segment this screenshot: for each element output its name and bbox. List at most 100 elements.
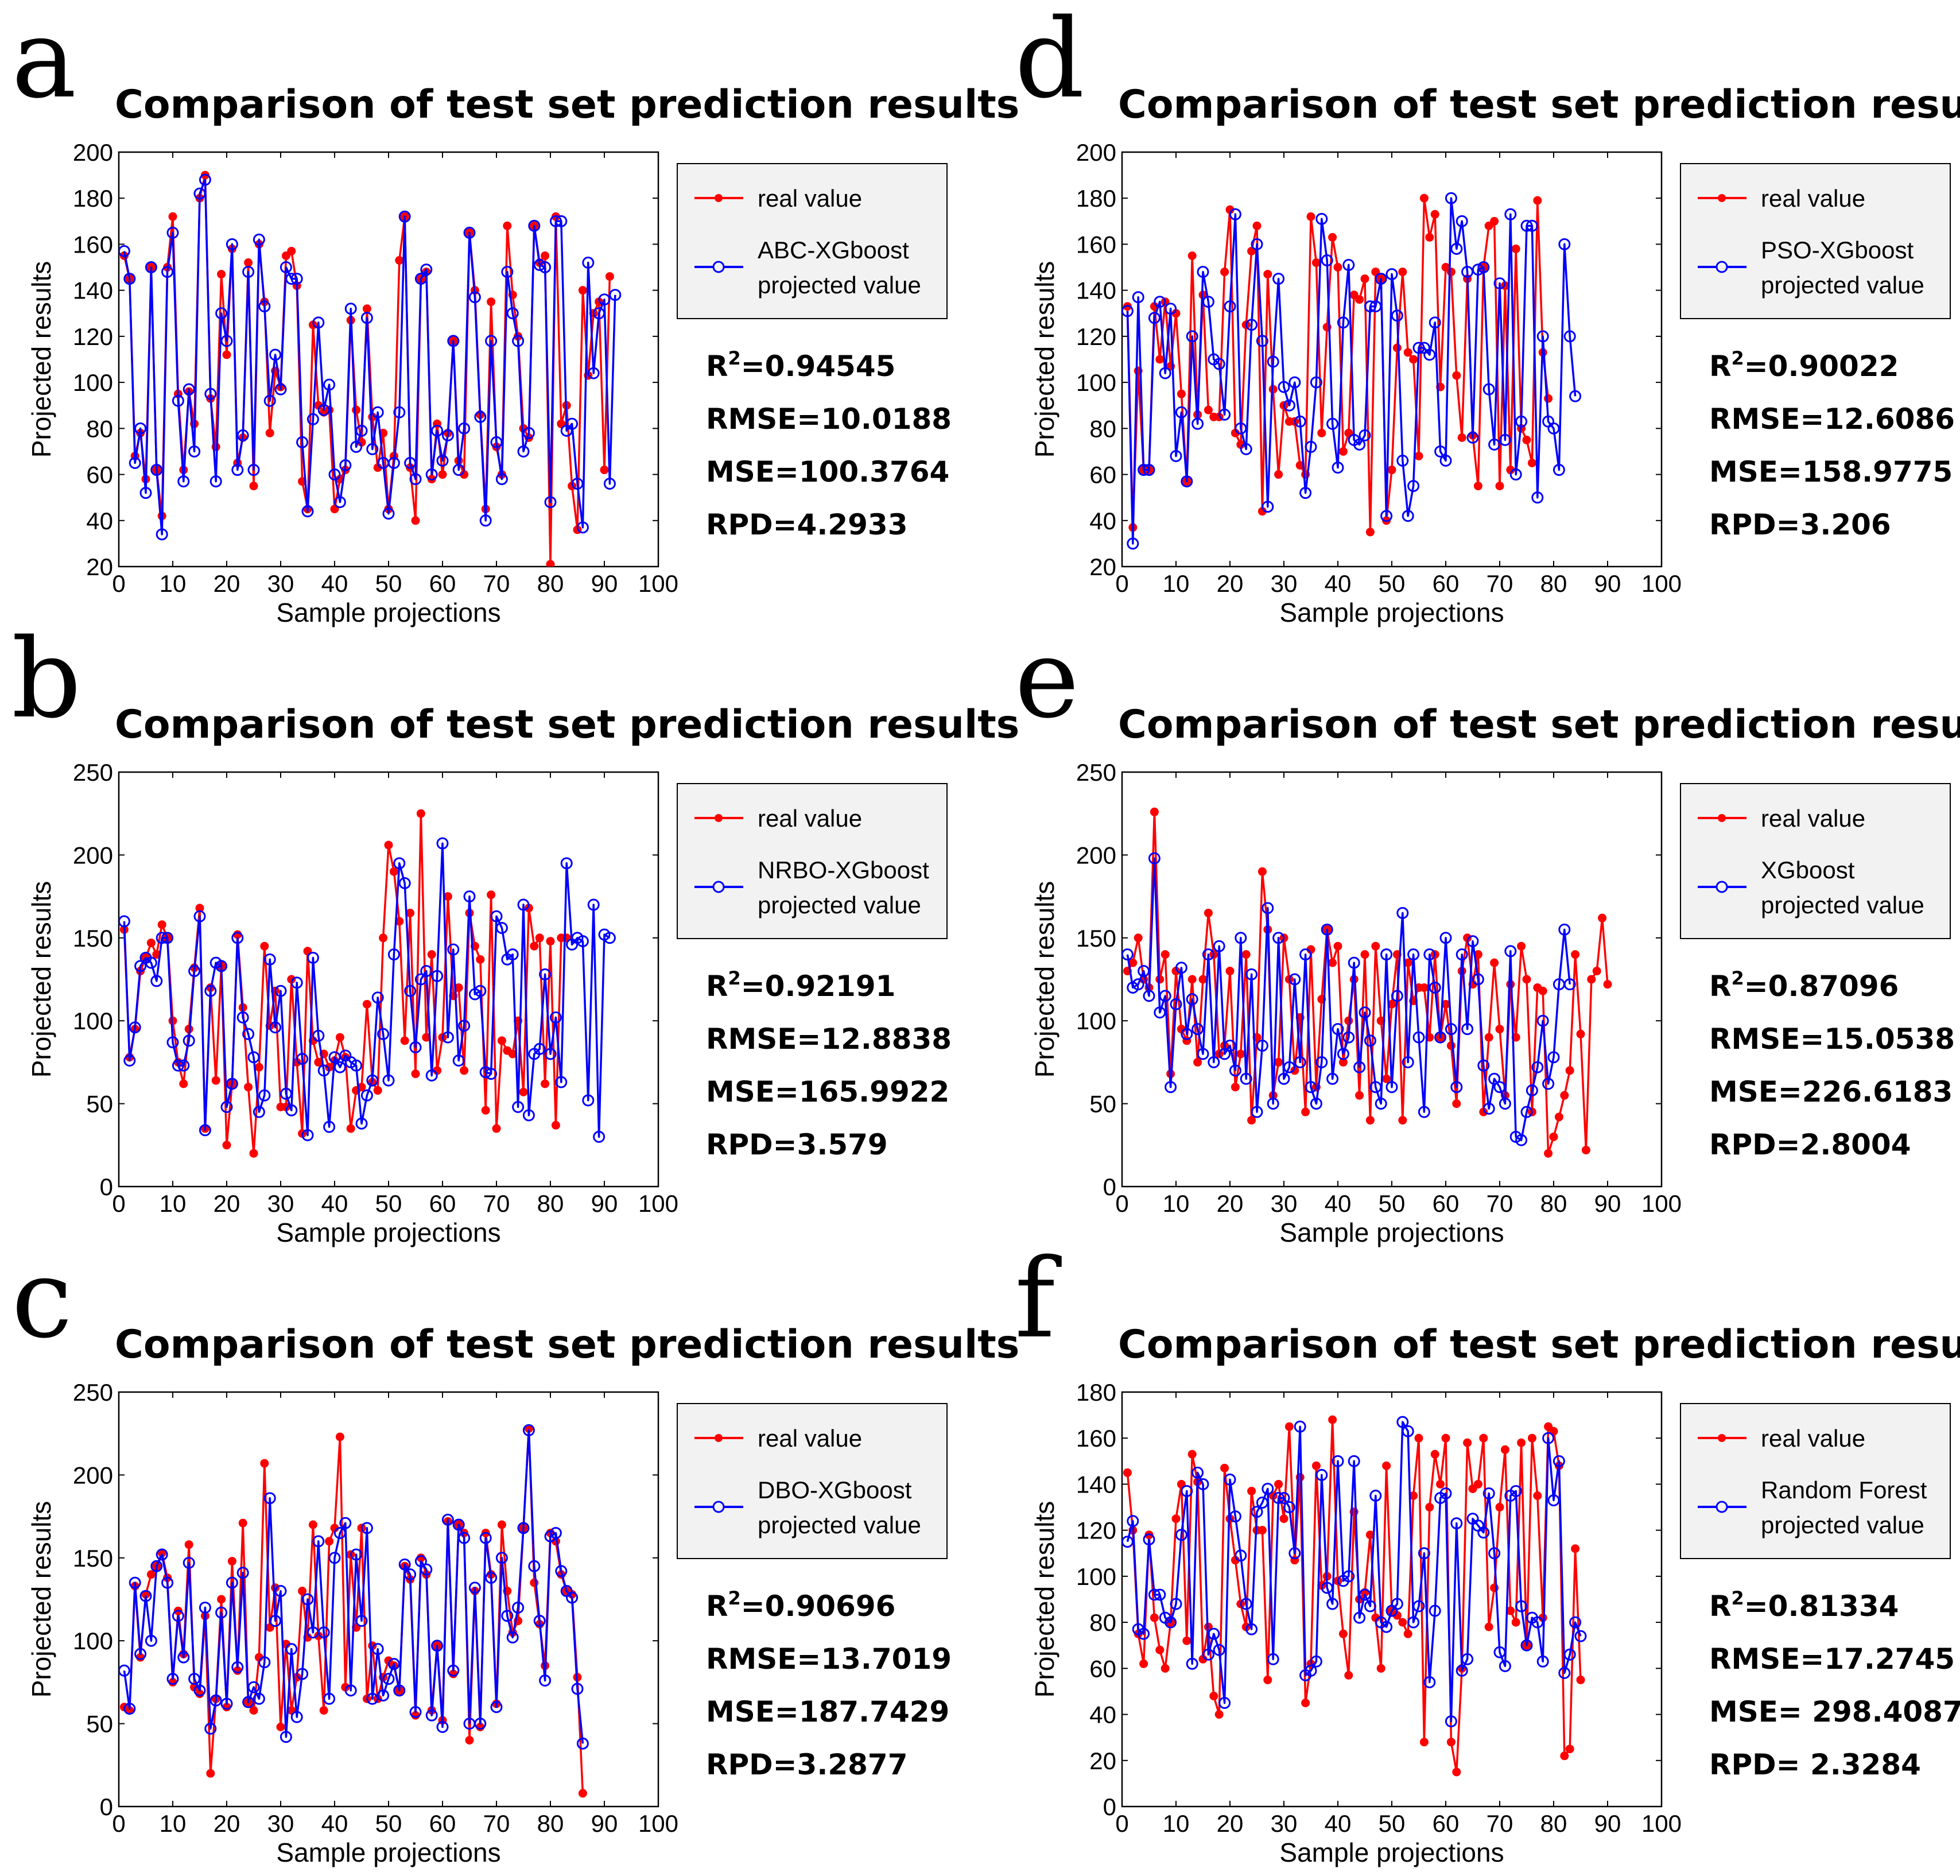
real-value-point <box>1247 1486 1256 1495</box>
predicted-value-point <box>1267 355 1279 368</box>
predicted-value-point <box>1245 319 1258 331</box>
predicted-value-point <box>1202 1648 1214 1661</box>
real-value-point <box>1333 941 1342 951</box>
real-value-point <box>244 1083 253 1092</box>
real-value-point <box>206 1769 215 1778</box>
real-value-point <box>1301 1107 1310 1117</box>
predicted-value-point <box>425 1069 438 1082</box>
x-axis-label: Sample projections <box>1279 598 1504 627</box>
predicted-value-point <box>501 266 514 278</box>
predicted-value-point <box>539 261 552 274</box>
predicted-value-point <box>506 1631 519 1644</box>
legend-pred-label-line2: projected value <box>758 1511 921 1538</box>
predicted-value-point <box>204 387 217 400</box>
predicted-value-point <box>193 187 206 200</box>
predicted-value-point <box>1299 487 1312 499</box>
real-value-point <box>1274 1479 1283 1489</box>
predicted-value-point <box>344 303 357 315</box>
real-value-point <box>1419 983 1429 992</box>
real-value-point <box>222 1141 231 1150</box>
predicted-value-point <box>296 436 309 448</box>
real-value-point <box>1236 1049 1245 1059</box>
y-tick-label: 50 <box>86 1091 113 1118</box>
r2-value: =0.94545 <box>741 350 896 383</box>
predicted-value-point <box>1364 300 1376 313</box>
series-group <box>1122 192 1582 550</box>
predicted-value-point <box>177 1651 190 1664</box>
predicted-value-point <box>161 266 174 278</box>
x-tick-label: 70 <box>483 1190 510 1217</box>
predicted-value-point <box>1256 1040 1268 1052</box>
x-tick-label: 90 <box>1594 1810 1621 1837</box>
predicted-value-point <box>1213 358 1225 370</box>
predicted-value-point <box>253 233 265 246</box>
y-tick-label: 20 <box>1089 553 1116 580</box>
predicted-value-point <box>1563 978 1576 991</box>
predicted-value-point <box>215 960 228 972</box>
real-value-point <box>184 1540 193 1549</box>
x-tick-label: 100 <box>638 1810 678 1837</box>
predicted-value-point <box>1558 1666 1571 1679</box>
predicted-value-point <box>1191 1466 1204 1479</box>
x-tick-label: 90 <box>591 570 618 597</box>
real-value-point <box>1495 482 1504 491</box>
x-tick-label: 10 <box>160 1190 187 1217</box>
predicted-value-point <box>1240 1598 1252 1610</box>
real-value-point <box>1187 251 1197 260</box>
predicted-value-point <box>555 1076 568 1088</box>
y-tick-label: 50 <box>86 1711 113 1738</box>
predicted-value-point <box>280 1731 292 1743</box>
y-tick-label: 250 <box>73 1379 113 1406</box>
predicted-value-point <box>1165 1081 1177 1094</box>
x-axis-label: Sample projections <box>1279 1218 1504 1247</box>
real-value-point <box>1517 1438 1526 1447</box>
predicted-value-point <box>431 970 444 982</box>
predicted-value-point <box>231 464 244 476</box>
predicted-value-point <box>1294 1420 1306 1433</box>
x-tick-label: 0 <box>1115 1810 1128 1837</box>
real-value-point <box>1257 867 1267 876</box>
predicted-value-point <box>350 440 363 453</box>
predicted-value-point <box>528 219 541 232</box>
predicted-value-point <box>172 1059 184 1072</box>
y-tick-label: 140 <box>1076 277 1116 304</box>
predicted-value-point <box>452 1055 465 1067</box>
predicted-value-point <box>1396 1416 1409 1428</box>
predicted-value-point <box>1224 1040 1236 1052</box>
predicted-value-point <box>1332 462 1344 474</box>
panel-f: f Comparison of test set prediction resul… <box>1015 1235 1960 1867</box>
legend-box <box>1680 163 1951 319</box>
y-tick-label: 100 <box>1076 1007 1116 1034</box>
predicted-value-point <box>1461 1653 1474 1665</box>
real-value-point <box>1425 1503 1434 1512</box>
predicted-value-point <box>1267 1098 1279 1110</box>
predicted-value-point <box>360 312 373 324</box>
predicted-value-point <box>1536 330 1549 343</box>
predicted-value-point <box>598 293 611 306</box>
predicted-value-point <box>1245 1623 1258 1635</box>
predicted-value-point <box>1477 261 1490 274</box>
predicted-value-point <box>247 1051 260 1064</box>
real-value-point <box>362 999 371 1009</box>
predicted-value-point <box>1283 399 1295 412</box>
predicted-value-point <box>177 475 190 488</box>
predicted-value-point <box>166 1673 179 1685</box>
x-tick-label: 100 <box>1641 570 1682 597</box>
x-tick-label: 70 <box>483 570 510 597</box>
predicted-value-point <box>1148 1588 1161 1601</box>
predicted-value-point <box>236 1567 249 1579</box>
real-value-point <box>1274 470 1283 479</box>
y-tick-label: 80 <box>1089 1609 1116 1636</box>
y-tick-label: 250 <box>1076 759 1116 786</box>
real-value-point <box>308 1520 317 1529</box>
predicted-value-point <box>123 1055 136 1067</box>
predicted-value-point <box>1359 1006 1371 1019</box>
predicted-value-point <box>1267 1653 1279 1665</box>
panel-e: e Comparison of test set prediction resul… <box>1015 615 1960 1247</box>
real-value-point <box>1360 950 1369 959</box>
predicted-value-point <box>1439 1487 1452 1499</box>
y-tick-label: 80 <box>1089 415 1116 442</box>
y-tick-label: 160 <box>73 231 113 258</box>
real-value-point <box>1344 1670 1353 1680</box>
predicted-value-point <box>119 245 130 257</box>
